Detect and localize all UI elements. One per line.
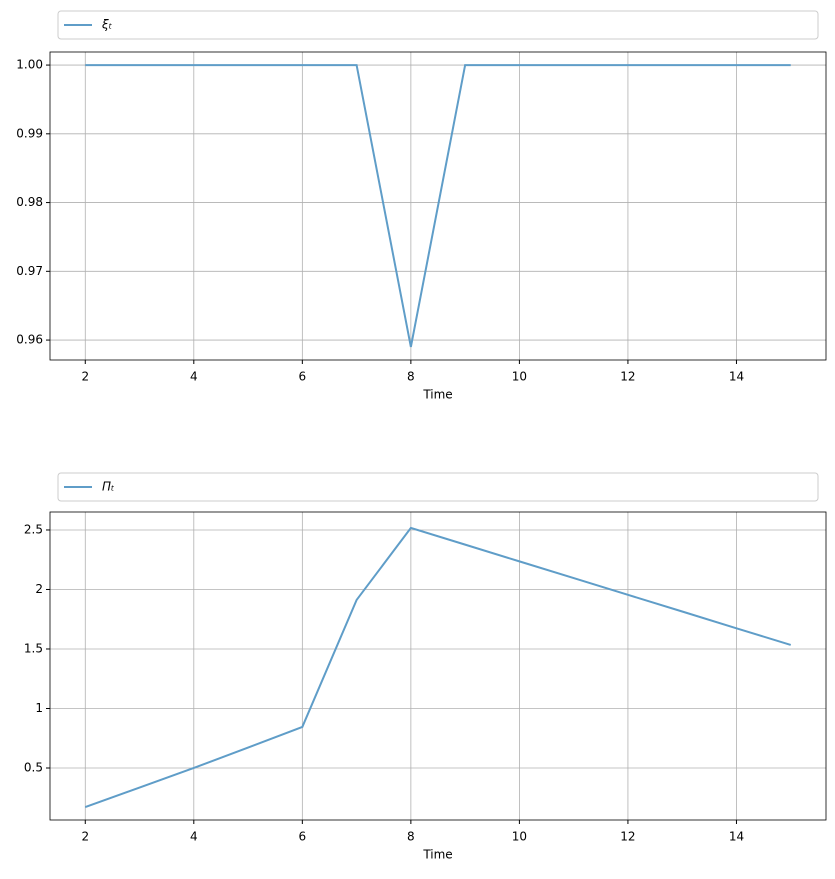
- line: [84, 526, 792, 808]
- x-tick-label: 6: [299, 370, 307, 384]
- axes-frame: [49, 511, 827, 821]
- y-tick-label: 0.96: [16, 333, 43, 347]
- legend-label: Πₜ: [102, 480, 115, 494]
- y-tick-label: 0.99: [16, 126, 43, 140]
- x-axis-label: Time: [422, 388, 452, 402]
- y-tick-label: 2: [35, 582, 43, 596]
- x-tick-label: 10: [512, 370, 527, 384]
- y-tick-label: 0.5: [24, 760, 43, 774]
- x-tick-label: 6: [299, 830, 307, 844]
- y-tick-label: 2.5: [24, 522, 43, 536]
- x-tick-label: 8: [407, 370, 415, 384]
- x-axis-label: Time: [422, 848, 452, 862]
- x-tick-label: 12: [620, 370, 635, 384]
- legend-box: [57, 10, 819, 40]
- x-tick-label: 14: [729, 830, 744, 844]
- x-tick-label: 2: [81, 830, 89, 844]
- axes-frame: [49, 51, 827, 361]
- legend-box: [57, 472, 819, 502]
- x-tick-label: 2: [81, 370, 89, 384]
- x-tick-label: 4: [190, 370, 198, 384]
- y-tick-label: 1.00: [16, 58, 43, 72]
- x-tick-label: 14: [729, 370, 744, 384]
- y-tick-label: 0.97: [16, 264, 43, 278]
- x-tick-label: 4: [190, 830, 198, 844]
- legend-label: ξₜ: [101, 18, 113, 32]
- y-tick-label: 0.98: [16, 195, 43, 209]
- y-tick-label: 1.5: [24, 641, 43, 655]
- x-tick-label: 12: [620, 830, 635, 844]
- x-tick-label: 8: [407, 830, 415, 844]
- x-tick-label: 10: [512, 830, 527, 844]
- line: [85, 64, 791, 348]
- y-tick-label: 1: [35, 701, 43, 715]
